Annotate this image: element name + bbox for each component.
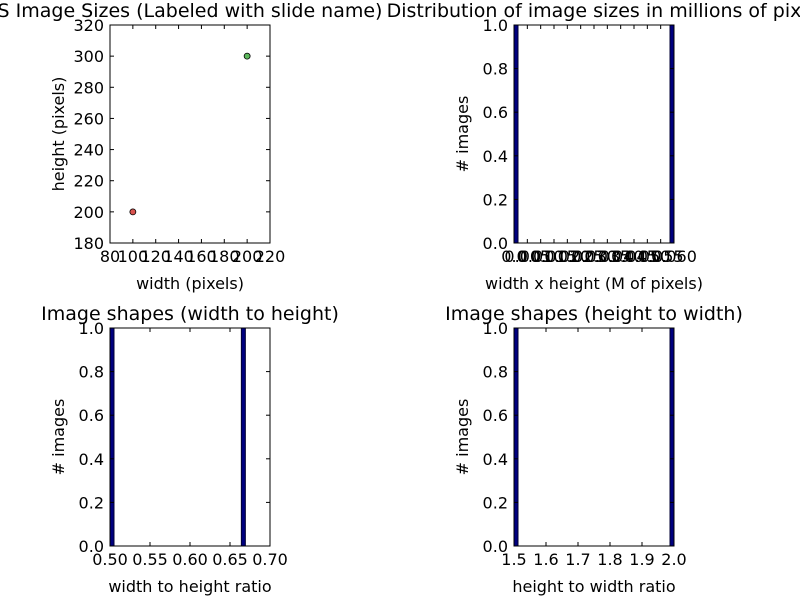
y-tick-label: 0.0 — [79, 537, 104, 556]
chart-title: Image shapes (width to height) — [41, 303, 339, 325]
y-tick-label: 0.6 — [79, 406, 104, 425]
bar — [240, 327, 246, 547]
bar — [109, 327, 115, 547]
scatter-point — [129, 208, 137, 216]
scatter-point — [243, 52, 251, 60]
x-axis-label: width x height (M of pixels) — [485, 274, 703, 293]
y-tick-label: 220 — [73, 172, 104, 191]
y-tick-label: 0.4 — [79, 450, 104, 469]
y-tick-label: 0.0 — [483, 537, 508, 556]
x-tick-label: 220 — [255, 247, 286, 266]
x-tick-label: 0.050 — [624, 247, 670, 266]
x-axis-label: height to width ratio — [512, 577, 675, 596]
x-tick-label: 200 — [232, 247, 263, 266]
y-tick-label: 0.2 — [483, 190, 508, 209]
x-axis-label: width (pixels) — [136, 274, 244, 293]
y-tick-label: 1.0 — [79, 319, 104, 338]
x-tick-label: 0.55 — [132, 550, 168, 569]
x-tick-label: 160 — [186, 247, 217, 266]
y-tick-label: 0.2 — [483, 493, 508, 512]
plot-frame — [513, 24, 675, 244]
chart-title: S Image Sizes (Labeled with slide name) — [0, 0, 382, 22]
y-tick-label: 0.4 — [483, 147, 508, 166]
y-tick-label: 300 — [73, 47, 104, 66]
x-tick-label: 0.025 — [558, 247, 604, 266]
y-tick-label: 1.0 — [483, 319, 508, 338]
x-tick-label: 1.9 — [629, 550, 654, 569]
x-tick-label: 140 — [163, 247, 194, 266]
bar — [513, 24, 519, 244]
x-tick-label: 80 — [100, 247, 120, 266]
y-axis-label: height (pixels) — [49, 77, 68, 192]
y-axis-label: # images — [453, 399, 472, 476]
x-tick-label: 0.005 — [504, 247, 550, 266]
x-tick-label: 0.055 — [638, 247, 684, 266]
x-tick-label: 0.030 — [571, 247, 617, 266]
y-tick-label: 320 — [73, 16, 104, 35]
x-tick-label: 120 — [140, 247, 171, 266]
plot-frame — [109, 327, 271, 547]
x-tick-label: 0.020 — [544, 247, 590, 266]
x-tick-label: 0.045 — [611, 247, 657, 266]
x-tick-label: 0.035 — [584, 247, 630, 266]
bar — [513, 327, 519, 547]
chart-panel-1: 8010012014016018020022018020022024026028… — [0, 0, 382, 293]
y-tick-label: 280 — [73, 78, 104, 97]
y-tick-label: 0.8 — [483, 363, 508, 382]
x-tick-label: 1.8 — [597, 550, 622, 569]
x-tick-label: 0.060 — [651, 247, 697, 266]
chart-panel-4: 1.5 1.6 1.7 1.8 1.9 2.0 0.0 0.2 0.4 0.6 0.8 1.0Imag… — [445, 303, 743, 596]
x-tick-label: 1.6 — [533, 550, 558, 569]
plot-frame — [109, 24, 271, 244]
x-tick-label: 0.040 — [598, 247, 644, 266]
y-tick-label: 1.0 — [483, 16, 508, 35]
y-tick-label: 200 — [73, 203, 104, 222]
x-tick-label: 0.0 — [501, 247, 526, 266]
chart-title: Image shapes (height to width) — [445, 303, 743, 325]
plot-frame — [513, 327, 675, 547]
y-tick-label: 0.0 — [483, 234, 508, 253]
x-tick-label: 0.70 — [252, 550, 288, 569]
x-tick-label: 1.5 — [501, 550, 526, 569]
y-tick-label: 0.4 — [483, 450, 508, 469]
y-tick-label: 260 — [73, 109, 104, 128]
x-tick-label: 0.010 — [518, 247, 564, 266]
y-axis-label: # images — [453, 96, 472, 173]
chart-title: Distribution of image sizes in millions … — [387, 0, 800, 22]
x-tick-label: 0.65 — [212, 550, 248, 569]
y-tick-label: 180 — [73, 234, 104, 253]
x-tick-label: 2.0 — [661, 550, 686, 569]
x-axis-label: width to height ratio — [108, 577, 271, 596]
y-tick-label: 0.8 — [79, 363, 104, 382]
x-tick-label: 1.7 — [565, 550, 590, 569]
y-axis-label: # images — [49, 399, 68, 476]
bar — [669, 327, 675, 547]
y-tick-label: 0.6 — [483, 406, 508, 425]
bar — [669, 24, 675, 244]
y-tick-label: 0.6 — [483, 103, 508, 122]
x-tick-label: 0.60 — [172, 550, 208, 569]
x-tick-label: 0.015 — [531, 247, 577, 266]
x-tick-label: 100 — [118, 247, 149, 266]
y-tick-label: 240 — [73, 141, 104, 160]
y-tick-label: 0.2 — [79, 493, 104, 512]
y-tick-label: 0.8 — [483, 60, 508, 79]
x-tick-label: 0.50 — [92, 550, 128, 569]
x-tick-label: 180 — [209, 247, 240, 266]
chart-panel-3: 0.50 0.55 0.60 0.65 0.70 0.0 0.2 0.4 0.6 0.8 1.0Im… — [41, 303, 339, 596]
chart-panel-2: 0.00.0050.0100.0150.0200.0250.0300.0350.… — [387, 0, 800, 293]
